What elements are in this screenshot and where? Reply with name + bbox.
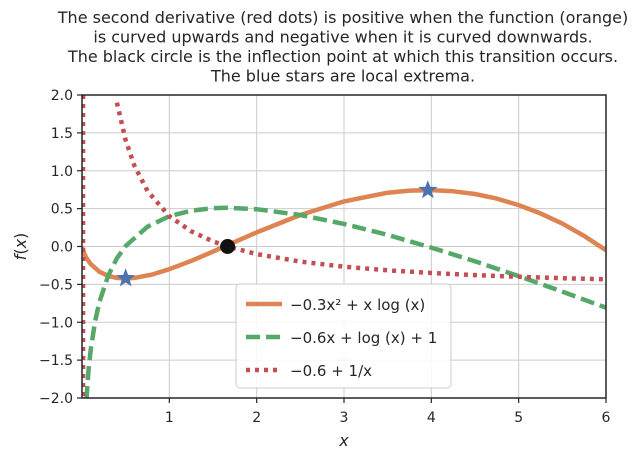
y-tick-label: −2.0 — [39, 391, 73, 407]
chart-title: The second derivative (red dots) is posi… — [57, 8, 628, 86]
y-tick-label: 1.0 — [51, 164, 73, 180]
extremum-star-marker — [116, 268, 136, 287]
marker-group — [116, 180, 438, 287]
series-group — [82, 95, 606, 398]
x-ticks: 1 2 3 4 5 6 — [165, 398, 611, 426]
legend-box — [235, 283, 452, 389]
legend: −0.3x² + x log (x) −0.6x + log (x) + 1 −0.… — [235, 283, 452, 389]
title-line: The black circle is the inflection point… — [67, 47, 618, 66]
title-line: The blue stars are local extrema. — [210, 67, 475, 86]
x-axis-label: x — [338, 431, 349, 450]
legend-label: −0.3x² + x log (x) — [290, 296, 425, 314]
series-line-1 — [82, 187, 606, 281]
title-line: is curved upwards and negative when it i… — [93, 28, 592, 47]
x-tick-label: 5 — [514, 410, 523, 426]
y-tick-label: 2.0 — [51, 88, 73, 104]
y-tick-label: 0.5 — [51, 202, 73, 218]
inflection-point-marker — [220, 239, 236, 254]
y-tick-label: 1.5 — [51, 126, 73, 142]
title-line: The second derivative (red dots) is posi… — [57, 8, 628, 27]
y-ticks: −2.0 −1.5 −1.0 −0.5 0.0 0.5 1.0 1.5 2.0 — [39, 88, 82, 407]
y-axis-label: f(x) — [11, 233, 30, 261]
legend-label: −0.6 + 1/x — [290, 362, 372, 380]
y-tick-label: 0.0 — [51, 240, 73, 256]
x-tick-label: 2 — [252, 410, 261, 426]
x-tick-label: 6 — [602, 410, 611, 426]
y-tick-label: −1.0 — [39, 315, 73, 331]
x-tick-label: 1 — [165, 410, 174, 426]
y-tick-label: −1.5 — [39, 353, 73, 369]
series-line-2 — [84, 205, 606, 398]
extremum-star-marker — [418, 180, 438, 199]
x-tick-label: 4 — [427, 410, 436, 426]
series-line-3 — [114, 102, 606, 282]
legend-label: −0.6x + log (x) + 1 — [290, 329, 437, 347]
x-tick-label: 3 — [340, 410, 349, 426]
y-tick-label: −0.5 — [39, 277, 73, 293]
